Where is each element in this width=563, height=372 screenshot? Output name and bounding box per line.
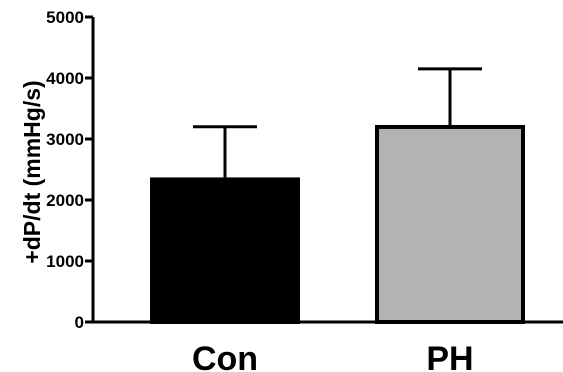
y-tick-label-4000: 4000 bbox=[46, 69, 84, 88]
bar-ph bbox=[375, 124, 525, 324]
y-tick-label-0: 0 bbox=[75, 313, 84, 332]
y-tick-label-2000: 2000 bbox=[46, 191, 84, 210]
x-tick-label-con: Con bbox=[192, 340, 258, 372]
bar-con bbox=[150, 177, 300, 324]
y-tick-label-1000: 1000 bbox=[46, 252, 84, 271]
x-tick-label-ph: PH bbox=[426, 340, 473, 372]
y-tick-label-5000: 5000 bbox=[46, 8, 84, 27]
y-tick-label-3000: 3000 bbox=[46, 130, 84, 149]
y-axis-title: +dP/dt (mmHg/s) bbox=[19, 80, 45, 263]
